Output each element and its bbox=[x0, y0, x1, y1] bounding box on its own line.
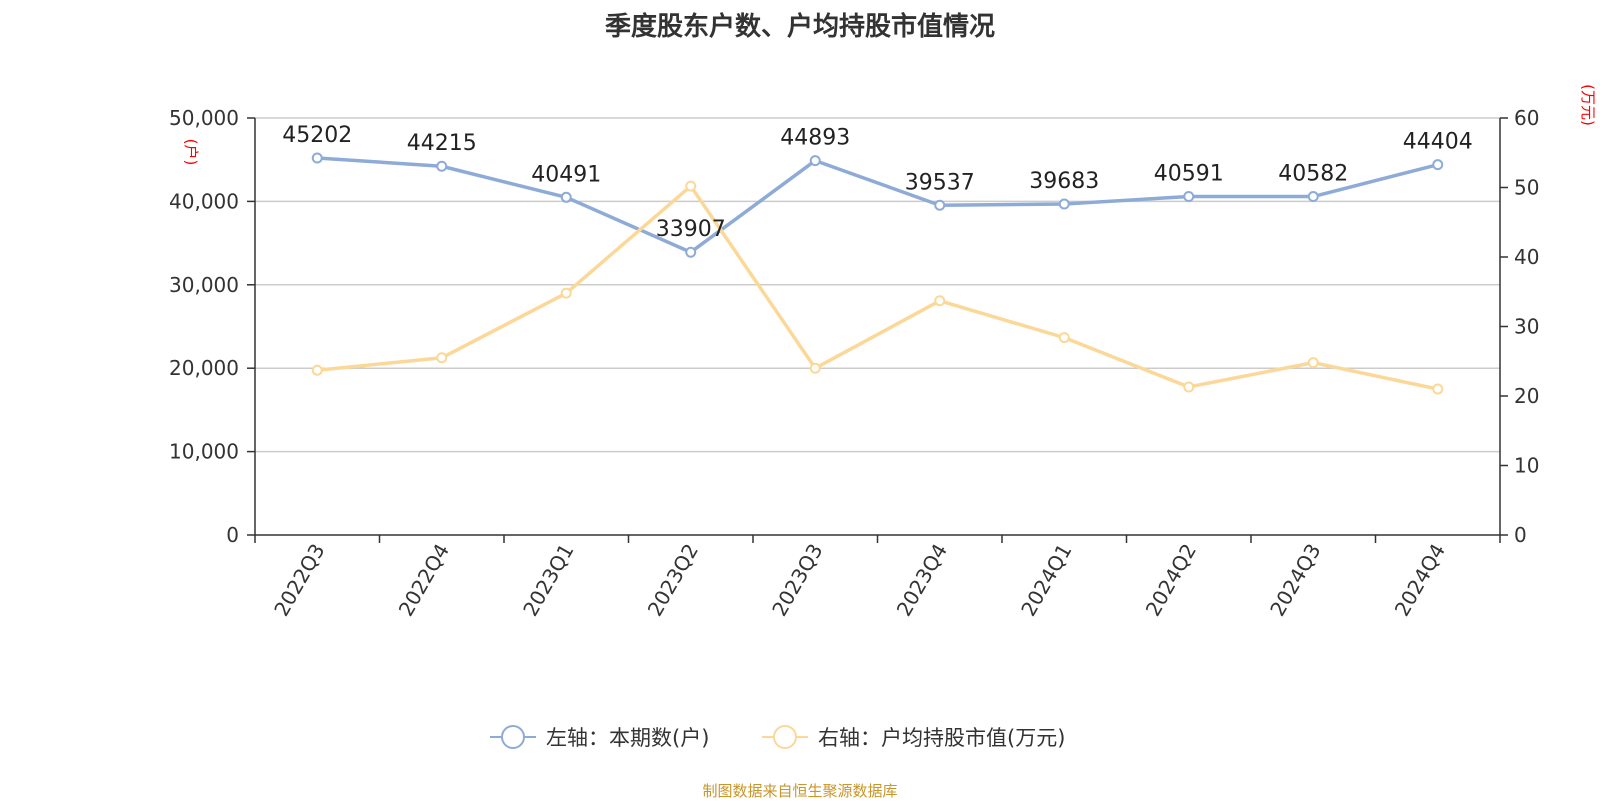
chart-title: 季度股东户数、户均持股市值情况 bbox=[604, 12, 995, 42]
left-axis-tick-label: 10,000 bbox=[169, 440, 239, 464]
legend-label: 右轴：户均持股市值(万元) bbox=[818, 726, 1065, 750]
series-line bbox=[317, 156, 1439, 254]
legend-swatch-marker bbox=[773, 725, 797, 749]
data-label: 39537 bbox=[905, 170, 975, 195]
data-point bbox=[1432, 159, 1444, 171]
data-point bbox=[1058, 332, 1070, 344]
data-point bbox=[685, 246, 697, 258]
legend: 左轴：本期数(户) 右轴：户均持股市值(万元) bbox=[490, 725, 1065, 750]
left-axis-tick-label: 20,000 bbox=[169, 356, 239, 380]
data-point bbox=[1058, 198, 1070, 210]
data-source-note: 制图数据来自恒生聚源数据库 bbox=[702, 782, 898, 800]
data-point bbox=[934, 199, 946, 211]
data-point bbox=[1307, 357, 1319, 369]
data-point bbox=[809, 362, 821, 374]
x-axis-tick-label: 2024Q4 bbox=[1390, 540, 1450, 621]
x-axis-tick-label: 2022Q3 bbox=[269, 540, 329, 621]
data-point bbox=[311, 152, 323, 164]
x-axis-tick-label: 2022Q4 bbox=[394, 540, 454, 621]
x-axis-tick-label: 2024Q1 bbox=[1016, 540, 1076, 621]
data-point bbox=[560, 287, 572, 299]
right-axis-tick-label: 20 bbox=[1514, 384, 1539, 408]
data-point bbox=[809, 155, 821, 167]
x-axis-tick-label: 2024Q3 bbox=[1265, 540, 1325, 621]
right-axis-tick-label: 0 bbox=[1514, 523, 1527, 547]
left-axis-tick-label: 50,000 bbox=[169, 106, 239, 130]
right-axis-tick-label: 40 bbox=[1514, 245, 1539, 269]
data-label: 40582 bbox=[1278, 162, 1348, 187]
left-axis-tick-label: 40,000 bbox=[169, 189, 239, 213]
grid-lines bbox=[255, 117, 1500, 453]
right-axis-tick-label: 10 bbox=[1514, 454, 1539, 478]
data-label: 45202 bbox=[282, 123, 352, 148]
data-label: 39683 bbox=[1029, 169, 1099, 194]
series-layer bbox=[311, 152, 1444, 395]
x-axis-tick-label: 2023Q2 bbox=[643, 540, 703, 621]
data-label: 44404 bbox=[1403, 130, 1473, 155]
left-axis-tick-label: 0 bbox=[226, 523, 239, 547]
left-axis-unit: (户) bbox=[182, 139, 200, 166]
x-axis-tick-label: 2024Q2 bbox=[1141, 540, 1201, 621]
legend-swatch-marker bbox=[501, 725, 525, 749]
data-label: 40591 bbox=[1154, 161, 1224, 186]
series-line bbox=[317, 184, 1439, 391]
left-axis-tick-label: 30,000 bbox=[169, 273, 239, 297]
data-point bbox=[436, 352, 448, 364]
data-point bbox=[934, 295, 946, 307]
data-point bbox=[560, 191, 572, 203]
x-axis-tick-label: 2023Q4 bbox=[892, 540, 952, 621]
data-point bbox=[1183, 381, 1195, 393]
line-chart: 0 10,000 20,000 30,000 40,000 50,000 0 10 20 30 40… bbox=[169, 84, 1597, 750]
right-axis-tick-label: 60 bbox=[1514, 106, 1539, 130]
x-axis-tick-label: 2023Q3 bbox=[767, 540, 827, 621]
data-label: 44893 bbox=[780, 126, 850, 151]
right-axis-tick-label: 30 bbox=[1514, 315, 1539, 339]
right-axis-unit: (万元) bbox=[1579, 84, 1597, 126]
x-axis-tick-label: 2023Q1 bbox=[518, 540, 578, 621]
right-axis-tick-label: 50 bbox=[1514, 176, 1539, 200]
legend-label: 左轴：本期数(户) bbox=[546, 726, 709, 750]
data-labels: 45202 44215 40491 33907 44893 39537 39683 40591… bbox=[282, 123, 1473, 242]
data-label: 40491 bbox=[531, 162, 601, 187]
data-point bbox=[1183, 190, 1195, 202]
data-point bbox=[1432, 383, 1444, 395]
data-point bbox=[311, 364, 323, 376]
data-label: 44215 bbox=[407, 131, 477, 156]
data-label: 33907 bbox=[656, 217, 726, 242]
data-point bbox=[436, 160, 448, 172]
axes: 0 10,000 20,000 30,000 40,000 50,000 0 10 20 30 40… bbox=[169, 84, 1597, 620]
data-point bbox=[1307, 191, 1319, 203]
data-point bbox=[685, 180, 697, 192]
